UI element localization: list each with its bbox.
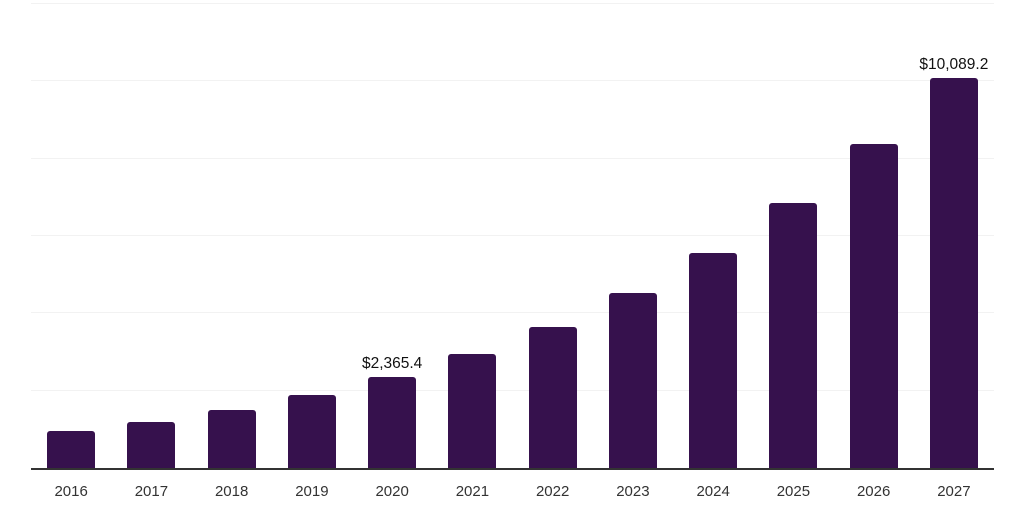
x-tick-label-2018: 2018 [214,483,249,500]
plot-area: $2,365.4 $10,089.2 [31,3,994,470]
x-tick-label-2021: 2021 [455,483,490,500]
x-tick-label-2019: 2019 [295,483,329,500]
x-tick-label-2017: 2017 [134,483,169,500]
gridline [31,3,994,4]
bar-2025 [769,202,818,468]
x-axis: 2016 2017 2018 2019 2020 2021 2022 2023 2024 2025… [31,483,994,503]
gridline [31,235,994,236]
bar-2027 [929,77,978,468]
gridline [31,312,994,314]
bar-2018 [207,410,256,468]
bar-2021 [448,353,497,468]
x-tick-label-2023: 2023 [616,483,650,500]
x-tick-label-2025: 2025 [776,483,811,500]
bar-2019 [287,394,336,468]
x-tick-label-2020: 2020 [375,483,409,500]
gridline [31,80,994,82]
x-tick-label-2024: 2024 [696,483,730,500]
x-tick-label-2027: 2027 [937,483,971,500]
bar-2026 [849,143,898,468]
x-tick-label-2022: 2022 [535,483,570,500]
gridline [31,389,994,391]
gridline [31,157,994,159]
bar-2020 [368,376,417,468]
bar-2023 [608,292,657,468]
bar-2017 [127,422,176,468]
bar-2016 [47,431,96,468]
x-tick-label-2026: 2026 [856,483,891,500]
data-label-2020: $2,365.4 [361,354,423,372]
bar-2024 [689,253,738,468]
data-label-2027: $10,089.2 [919,55,989,73]
x-tick-label-2016: 2016 [54,483,88,500]
bar-2022 [528,326,577,468]
